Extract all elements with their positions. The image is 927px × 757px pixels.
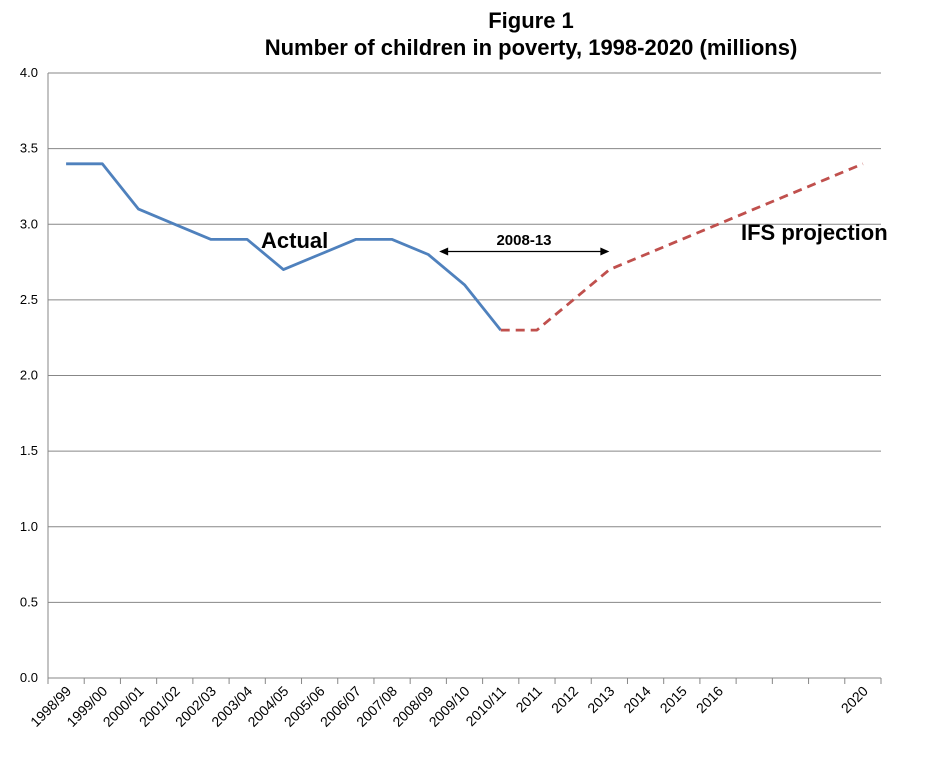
period-arrow-head-left: [439, 247, 449, 256]
projection-label: IFS projection: [741, 220, 888, 245]
y-tick-label: 0.5: [20, 594, 38, 609]
actual-label: Actual: [261, 228, 328, 253]
y-tick-label: 3.0: [20, 216, 38, 231]
chart-subtitle: Number of children in poverty, 1998-2020…: [265, 35, 798, 60]
axes: [47, 73, 881, 679]
x-axis-ticks: 1998/991999/002000/012001/022002/032003/…: [27, 678, 882, 730]
y-tick-label: 1.0: [20, 519, 38, 534]
period-arrow-head-right: [600, 247, 610, 256]
series-line: [500, 162, 864, 332]
x-tick-label: 2012: [548, 683, 581, 716]
x-tick-label: 2009/10: [426, 683, 473, 730]
y-tick-label: 3.5: [20, 141, 38, 156]
y-tick-label: 2.5: [20, 292, 38, 307]
y-tick-label: 2.0: [20, 368, 38, 383]
chart-title: Figure 1: [488, 8, 574, 33]
y-axis-ticks: 0.0 0.5 1.0 1.5 2.0 2.5 3.0 3.5 4.0: [20, 65, 38, 685]
series-lines: [66, 162, 864, 332]
y-tick-label: 4.0: [20, 65, 38, 80]
y-tick-label: 0.0: [20, 670, 38, 685]
period-label: 2008-13: [496, 232, 551, 249]
x-tick-label: 2020: [838, 683, 871, 716]
y-tick-label: 1.5: [20, 443, 38, 458]
x-tick-label: 2013: [584, 683, 617, 716]
annotations: Actual IFS projection 2008-13: [261, 220, 888, 256]
gridlines: [48, 72, 881, 603]
x-tick-label: 2016: [693, 683, 726, 716]
x-tick-label: 2015: [657, 683, 690, 716]
series-line: [66, 162, 502, 331]
x-tick-label: 2014: [620, 683, 653, 716]
x-tick-label: 2011: [512, 683, 545, 716]
x-tick-label: 2010/11: [462, 683, 509, 730]
